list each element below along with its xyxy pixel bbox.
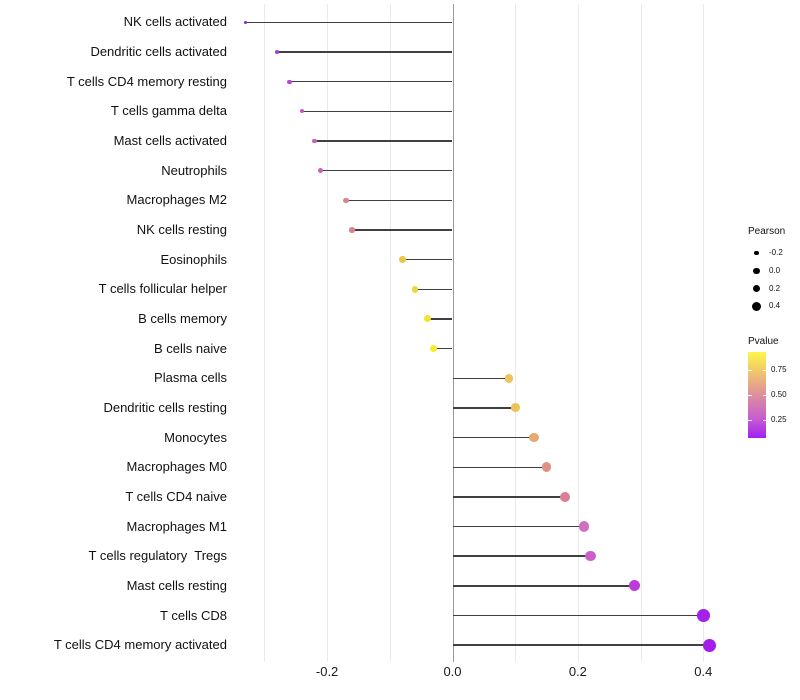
lollipop-dot bbox=[430, 345, 438, 353]
lollipop-dot bbox=[585, 551, 596, 562]
lollipop-stem bbox=[452, 614, 704, 617]
category-label: Dendritic cells resting bbox=[103, 399, 227, 415]
category-label: T cells CD4 memory activated bbox=[53, 637, 227, 653]
lollipop-stem bbox=[302, 110, 453, 112]
category-label: T cells CD8 bbox=[160, 607, 227, 623]
category-label: Monocytes bbox=[164, 429, 227, 445]
category-label: T cells regulatory Tregs bbox=[88, 548, 227, 564]
colorbar-label: 0.25 bbox=[771, 414, 787, 424]
lollipop-dot bbox=[343, 197, 349, 203]
legend-size-dot bbox=[752, 284, 761, 293]
category-label: T cells CD4 memory resting bbox=[66, 73, 227, 89]
category-label: B cells memory bbox=[138, 310, 227, 326]
lollipop-stem bbox=[320, 169, 453, 172]
lollipop-dot bbox=[541, 462, 552, 472]
lollipop-stem bbox=[352, 229, 453, 231]
lollipop-stem bbox=[452, 644, 710, 646]
colorbar-tick bbox=[762, 419, 766, 421]
lollipop-dot bbox=[275, 50, 279, 54]
pvalue-colorbar bbox=[748, 352, 766, 438]
category-label: Mast cells activated bbox=[113, 132, 227, 148]
gridline bbox=[327, 4, 329, 662]
category-label: Dendritic cells activated bbox=[90, 43, 227, 59]
category-label: T cells CD4 naive bbox=[125, 488, 227, 504]
lollipop-dot bbox=[312, 138, 317, 144]
category-label: B cells naive bbox=[154, 340, 227, 356]
legend-size-label: 0.0 bbox=[769, 265, 781, 275]
category-label: Mast cells resting bbox=[126, 577, 227, 593]
x-tick-label: 0.2 bbox=[568, 664, 587, 679]
colorbar-tick bbox=[748, 419, 752, 421]
legend-size-label: 0.2 bbox=[769, 283, 781, 293]
colorbar-label: 0.50 bbox=[771, 390, 787, 399]
lollipop-stem bbox=[402, 258, 453, 261]
lollipop-stem bbox=[452, 436, 534, 439]
gridline bbox=[577, 4, 579, 662]
lollipop-stem bbox=[452, 496, 566, 498]
lollipop-stem bbox=[452, 555, 591, 557]
colorbar-label: 0.75 bbox=[771, 365, 787, 375]
gridline bbox=[640, 4, 642, 662]
lollipop-stem bbox=[452, 466, 547, 468]
x-tick-label: -0.2 bbox=[315, 664, 339, 679]
category-label: Macrophages M2 bbox=[126, 192, 227, 208]
lollipop-stem bbox=[289, 80, 453, 83]
legend-size-dot bbox=[752, 301, 761, 311]
lollipop-stem bbox=[427, 318, 453, 320]
lollipop-dot bbox=[299, 109, 305, 114]
lollipop-dot bbox=[510, 403, 520, 413]
colorbar-tick bbox=[762, 395, 766, 396]
category-label: Macrophages M0 bbox=[126, 459, 227, 475]
legend-size-label: -0.2 bbox=[769, 248, 783, 257]
zero-axis-line bbox=[452, 4, 454, 662]
legend-size-label: 0.4 bbox=[769, 301, 781, 311]
legend-size-dot bbox=[753, 267, 760, 274]
gridline bbox=[389, 4, 391, 662]
lollipop-stem bbox=[452, 407, 516, 409]
pearson-legend-title: Pearson bbox=[748, 226, 786, 237]
lollipop-dot bbox=[399, 256, 406, 263]
lollipop-stem bbox=[276, 51, 453, 53]
lollipop-dot bbox=[411, 285, 419, 293]
lollipop-dot bbox=[504, 373, 514, 383]
lollipop-dot bbox=[243, 20, 248, 24]
category-label: Macrophages M1 bbox=[126, 518, 227, 534]
lollipop-dot bbox=[703, 638, 716, 652]
lollipop-stem bbox=[452, 377, 509, 379]
gridline bbox=[264, 4, 266, 662]
lollipop-dot bbox=[529, 432, 539, 443]
lollipop-dot bbox=[318, 168, 324, 173]
lollipop-dot bbox=[349, 227, 355, 233]
lollipop-stem bbox=[245, 21, 453, 23]
legend-size-dot bbox=[754, 250, 759, 256]
colorbar-tick bbox=[762, 370, 766, 372]
gridline bbox=[515, 4, 517, 662]
lollipop-stem bbox=[433, 347, 453, 350]
colorbar-tick bbox=[748, 395, 752, 396]
gridline bbox=[703, 4, 705, 662]
x-tick-label: 0.0 bbox=[443, 664, 462, 679]
category-label: Eosinophils bbox=[160, 251, 228, 267]
lollipop-dot bbox=[696, 609, 710, 622]
lollipop-dot bbox=[560, 491, 571, 502]
category-label: Plasma cells bbox=[154, 370, 227, 386]
lollipop-stem bbox=[452, 585, 635, 587]
x-tick-label: 0.4 bbox=[694, 664, 713, 679]
category-label: NK cells resting bbox=[136, 221, 227, 237]
lollipop-dot bbox=[628, 580, 640, 592]
category-label: T cells gamma delta bbox=[110, 103, 227, 119]
colorbar-tick bbox=[748, 370, 752, 372]
pvalue-legend-title: Pvalue bbox=[748, 336, 779, 347]
lollipop-stem bbox=[345, 199, 453, 201]
lollipop-dot bbox=[287, 79, 292, 84]
lollipop-dot bbox=[423, 315, 431, 323]
category-label: NK cells activated bbox=[123, 14, 227, 30]
category-label: Neutrophils bbox=[161, 162, 227, 178]
category-label: T cells follicular helper bbox=[98, 281, 227, 297]
lollipop-stem bbox=[414, 288, 453, 290]
lollipop-dot bbox=[579, 521, 590, 532]
lollipop-stem bbox=[314, 140, 453, 142]
lollipop-stem bbox=[452, 525, 585, 528]
